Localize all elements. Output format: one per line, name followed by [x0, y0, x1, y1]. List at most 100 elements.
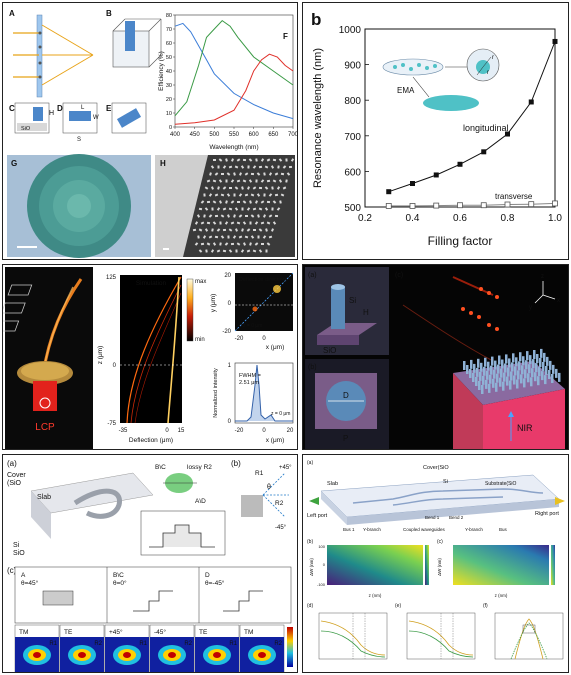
y-tick-label: 1000 [339, 25, 362, 36]
mode-colorbar [287, 627, 293, 667]
point-transverse [433, 202, 440, 209]
point-longitudinal [552, 38, 558, 44]
efficiency-y-tick: 40 [166, 69, 172, 75]
ni-tick-top: 1 [228, 363, 232, 369]
x-axis-label-bottom: x (μm) [266, 437, 285, 444]
efficiency-series-2 [174, 53, 294, 125]
sio2-label: SiO [323, 346, 336, 355]
metasurface-figure: A B C H SiO D [7, 9, 298, 258]
rotation-diagram [241, 495, 263, 517]
deflection-direction-label: Deflection direction [239, 277, 286, 283]
coupled-label: Coupled waveguides [403, 527, 446, 532]
slab-label: Slab [37, 494, 51, 501]
tick-b-top: 100 [318, 544, 325, 549]
slab-label: Slab [327, 481, 338, 487]
efficiency-y-label: Efficiency (%) [158, 51, 165, 91]
efficiency-x-label: Wavelength (nm) [209, 144, 258, 151]
subfig-c-label: (c) [395, 272, 403, 279]
x-axis-label: Filling factor [428, 234, 493, 248]
efficiency-x-tick: 450 [190, 132, 201, 138]
tick-b-mid: 0 [323, 562, 326, 567]
subfig-a-label: (a) [307, 460, 313, 466]
dw-label-c: ΔW (nm) [437, 558, 442, 576]
ema-label: EMA [397, 86, 415, 95]
bus1-label: Bus 1 [343, 527, 355, 532]
xbot-tick-left: -20 [235, 428, 244, 434]
lcp-label: LCP [35, 422, 55, 433]
ema-inset: r r EMA [382, 48, 500, 111]
sio2-label: SiO [13, 550, 25, 557]
bend1-label: Bend 1 [425, 515, 440, 520]
col-bc-head: B\C [113, 572, 124, 579]
point-longitudinal [528, 99, 534, 105]
mode-region: R2 [184, 641, 192, 647]
col-d-theta: θ=-45° [205, 579, 225, 587]
point-transverse [504, 201, 511, 208]
y-tick-label: 900 [344, 61, 361, 72]
d-tick-right: 15 [178, 428, 185, 434]
z-tick-top: 125 [106, 275, 117, 281]
simulation-label: Simulation [136, 280, 167, 287]
efficiency-y-tick: 50 [166, 55, 172, 61]
cover-sio2-label: (SiO [7, 480, 22, 487]
series-line-transverse [388, 202, 556, 207]
xbot-tick-mid: 0 [262, 428, 266, 434]
tick-b-bottom: -100 [317, 582, 326, 587]
branch1-label: Y-branch [363, 527, 381, 532]
point-transverse [409, 203, 416, 209]
subfig-letter-e: E [106, 104, 112, 113]
efficiency-x-tick: 600 [249, 132, 260, 138]
lens-schematic [13, 14, 94, 98]
point-transverse [457, 202, 463, 209]
r1-label: R1 [255, 470, 264, 477]
x-tick-label: 0.4 [406, 213, 420, 224]
x-tick-label: 0.2 [358, 213, 372, 224]
subfig-b-label: (b) [308, 364, 317, 371]
subfig-c-label: (c) [437, 539, 443, 545]
longitudinal-label: longitudinal [463, 123, 509, 133]
xtop-tick-left: -20 [235, 336, 244, 342]
subfig-d-label: (d) [307, 603, 313, 609]
bend2-label: Bend 2 [449, 515, 464, 520]
efficiency-x-tick: 550 [229, 132, 240, 138]
efficiency-x-tick: 700 [288, 132, 298, 138]
w-label: W [93, 115, 99, 121]
subfig-letter-b: b [311, 10, 321, 29]
lens-photo: G [7, 154, 151, 258]
mode-region: R2 [94, 641, 102, 647]
h-label: H [49, 110, 54, 117]
bc-label: B\C [155, 464, 166, 471]
dw-label-b: ΔW (nm) [309, 558, 314, 576]
left-port-label: Left port [307, 513, 328, 519]
axis-x: x [557, 298, 560, 304]
point-transverse [480, 202, 487, 209]
nir-figure: (a) Si H SiO (b) D P (c) NIR z x y [303, 265, 568, 449]
mode-name: TE [64, 629, 73, 636]
point-longitudinal [481, 149, 487, 155]
chart-frame [364, 28, 556, 208]
figure-panel-nir: (a) Si H SiO (b) D P (c) NIR z x y [302, 264, 569, 450]
efficiency-y-tick: 0 [169, 125, 172, 131]
unit-cell-3d [112, 18, 162, 68]
p-label: P [343, 434, 348, 443]
subfig-letter-a: A [9, 9, 15, 18]
lcp-beam [33, 381, 57, 411]
subfig-a-label: (a) [308, 272, 317, 279]
right-port-label: Right port [535, 511, 559, 517]
col-a-head: A [21, 572, 26, 579]
cover-label: Cover(SiO [423, 465, 449, 471]
efficiency-x-tick: 500 [209, 132, 220, 138]
heatmap-c [453, 545, 549, 585]
mode-region: R2 [274, 641, 282, 647]
plus45-label: +45° [279, 465, 292, 471]
y-tick-label: 500 [344, 203, 361, 214]
z0-label-bottom: z = 0 μm [271, 411, 290, 417]
xbot-tick-right: 20 [287, 428, 294, 434]
substrate-label: Substrate(SiO [485, 481, 517, 487]
d-tick-mid: 0 [165, 428, 169, 434]
d-tick-left: -35 [119, 428, 128, 434]
axis-y: y [529, 305, 532, 311]
r1-label: r [487, 70, 489, 76]
efficiency-y-tick: 30 [166, 83, 172, 89]
minus45-label: -45° [275, 525, 287, 531]
